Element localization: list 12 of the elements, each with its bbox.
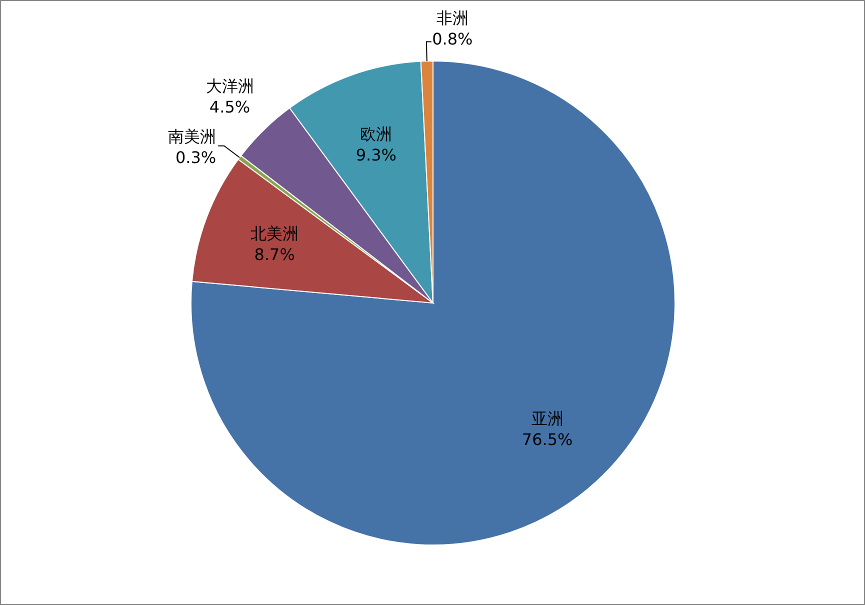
data-label: 0.8%	[432, 30, 473, 49]
slice-label: 欧洲	[360, 124, 392, 144]
slice-label: 亚洲	[531, 409, 564, 428]
slice-label: 南美洲	[168, 126, 216, 146]
slice-label: 非洲	[436, 8, 468, 28]
data-label: 0.3%	[175, 148, 216, 167]
data-label: 4.5%	[209, 98, 250, 117]
slice-label: 北美洲	[250, 224, 299, 243]
data-label: 76.5%	[522, 430, 573, 450]
data-label: 8.7%	[254, 244, 295, 264]
slice-label: 大洋洲	[206, 76, 254, 96]
data-label: 9.3%	[356, 145, 396, 164]
